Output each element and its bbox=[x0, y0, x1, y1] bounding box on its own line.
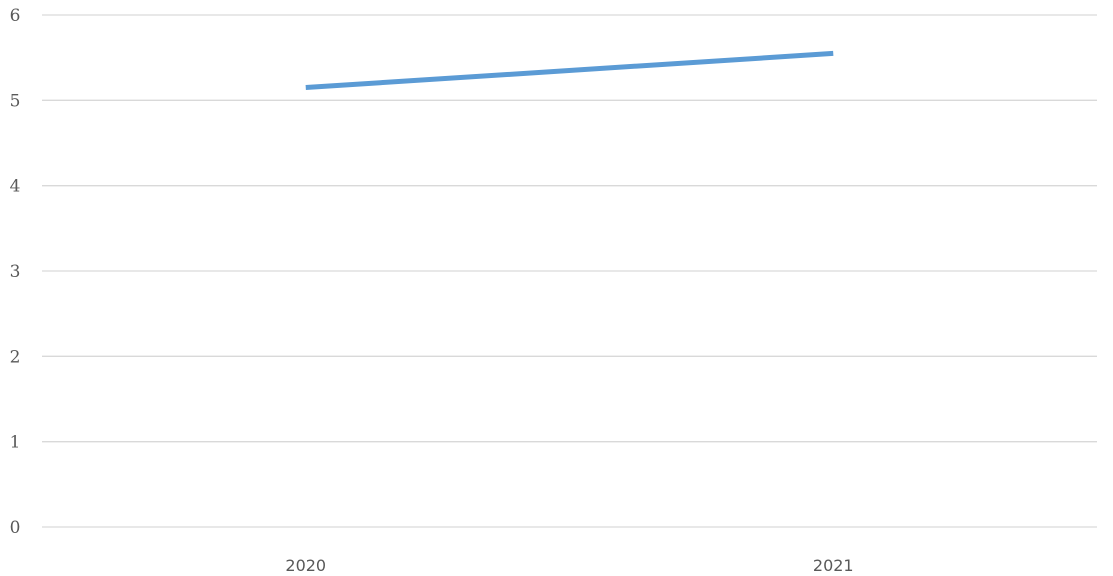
y-axis-tick-labels: 0 1 2 3 4 5 6 bbox=[10, 6, 21, 538]
series-line-0 bbox=[305, 50, 834, 91]
y-tick-label: 4 bbox=[10, 177, 21, 197]
y-tick-label: 5 bbox=[10, 91, 21, 111]
y-tick-label: 2 bbox=[10, 347, 21, 367]
y-tick-label: 3 bbox=[10, 262, 21, 282]
x-tick-label: 2021 bbox=[813, 556, 854, 575]
x-tick-label: 2020 bbox=[285, 556, 326, 575]
series-layer bbox=[305, 50, 834, 91]
y-tick-label: 1 bbox=[10, 433, 21, 453]
y-tick-label: 0 bbox=[10, 518, 21, 538]
y-tick-label: 6 bbox=[10, 6, 21, 26]
x-axis-tick-labels: 2020 2021 bbox=[285, 556, 853, 575]
gridlines bbox=[42, 14, 1097, 528]
